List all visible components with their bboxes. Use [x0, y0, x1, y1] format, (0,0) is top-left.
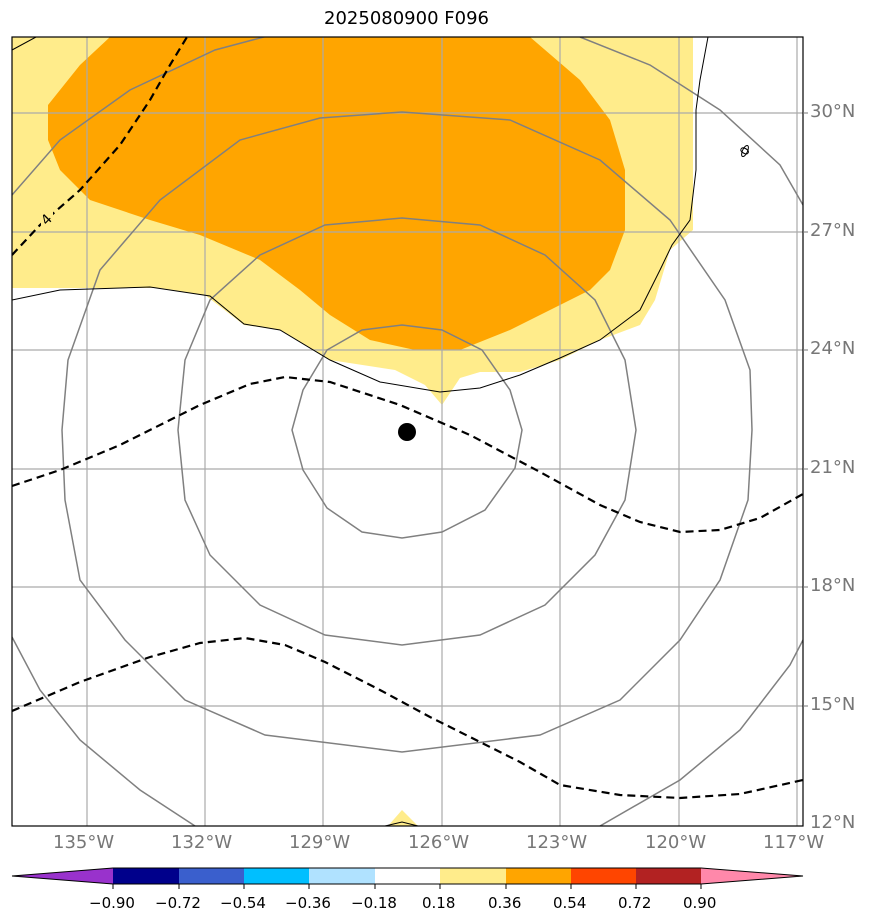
- gridlines: [12, 37, 803, 826]
- colorbar-tick-label: −0.72: [155, 894, 201, 912]
- colorbar-tick-label: −0.90: [89, 894, 135, 912]
- positive-anomaly-dark-fill: [48, 37, 625, 350]
- lon-label: 135°W: [53, 832, 115, 853]
- map-title: 2025080900 F096: [324, 8, 489, 29]
- lat-label: 24°N: [810, 338, 856, 359]
- lon-label: 123°W: [526, 832, 588, 853]
- colorbar-segment: [244, 868, 309, 884]
- dashed-contours: [12, 37, 803, 800]
- storm-center-marker: [398, 423, 416, 441]
- colorbar-tick-label: −0.54: [220, 894, 266, 912]
- colorbar-segment: [179, 868, 244, 884]
- colorbar-tick-label: 0.36: [488, 894, 522, 912]
- colorbar-tick-label: −0.36: [285, 894, 331, 912]
- small-anomaly-fill: [388, 810, 418, 826]
- lat-label: 30°N: [810, 101, 856, 122]
- colorbar-extend-left: [12, 868, 113, 884]
- lon-label: 120°W: [645, 832, 707, 853]
- map-frame: [11, 36, 804, 827]
- colorbar-segment: [375, 868, 440, 884]
- lon-label: 117°W: [763, 832, 825, 853]
- colorbar-segment: [571, 868, 636, 884]
- lon-label: 132°W: [171, 832, 233, 853]
- lat-ticks: [803, 112, 808, 707]
- colorbar: [11, 867, 804, 889]
- lon-label: 129°W: [289, 832, 351, 853]
- map-plot-area: [12, 37, 803, 826]
- lat-label: 18°N: [810, 575, 856, 596]
- colorbar-tick-label: 0.54: [553, 894, 587, 912]
- colorbar-extend-right: [701, 868, 803, 884]
- colorbar-tick-label: −0.18: [351, 894, 397, 912]
- colorbar-tick-label: 0.90: [683, 894, 717, 912]
- lat-label: 21°N: [810, 457, 856, 478]
- colorbar-segment: [309, 868, 375, 884]
- lat-label: 12°N: [810, 812, 856, 833]
- zero-contours: [12, 37, 749, 826]
- colorbar-segment: [636, 868, 701, 884]
- colorbar-tick-label: 0.18: [422, 894, 456, 912]
- colorbar-tick-label: 0.72: [618, 894, 652, 912]
- colorbar-segment: [113, 868, 179, 884]
- colorbar-segment: [506, 868, 571, 884]
- lat-label: 15°N: [810, 694, 856, 715]
- pressure-contours: [12, 37, 803, 826]
- lon-label: 126°W: [408, 832, 470, 853]
- colorbar-segment: [440, 868, 506, 884]
- lat-label: 27°N: [810, 220, 856, 241]
